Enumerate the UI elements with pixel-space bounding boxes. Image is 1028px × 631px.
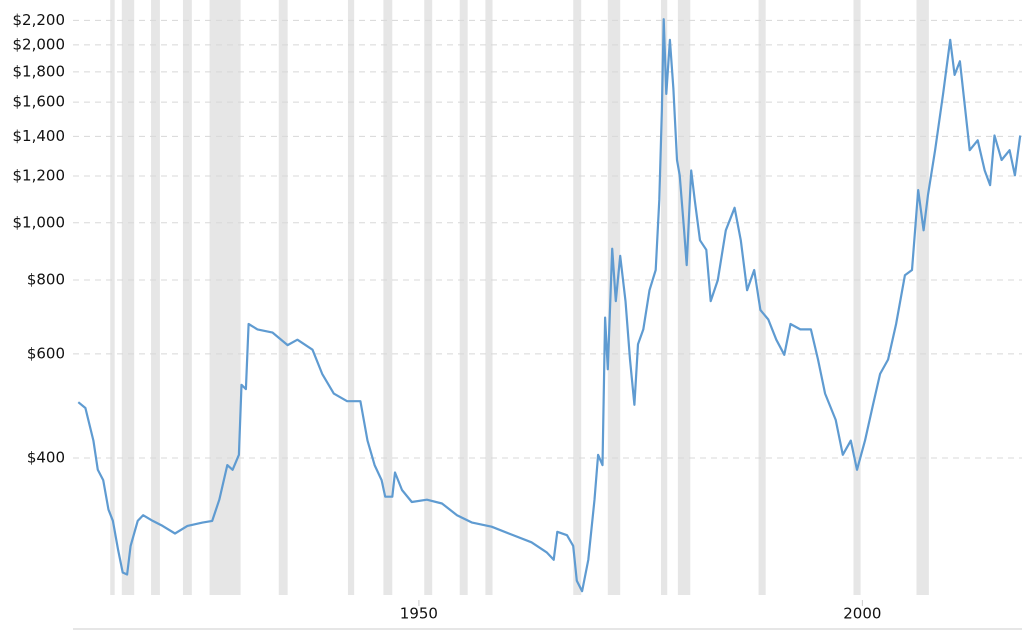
y-tick-label: $1,800 <box>13 62 66 80</box>
recession-band <box>661 0 668 595</box>
recession-band <box>459 0 468 595</box>
x-tick-label: 1950 <box>400 605 438 623</box>
recession-band <box>677 0 691 595</box>
recession-band <box>853 0 861 595</box>
recession-band <box>424 0 433 595</box>
recession-band <box>916 0 929 595</box>
y-tick-label: $400 <box>27 448 65 466</box>
y-tick-label: $1,200 <box>13 166 66 184</box>
recession-band <box>110 0 115 595</box>
recession-band <box>347 0 355 595</box>
recession-band <box>278 0 288 595</box>
y-tick-label: $800 <box>27 271 65 289</box>
recession-band <box>151 0 160 595</box>
y-tick-label: $2,200 <box>13 11 66 29</box>
recession-band <box>573 0 582 595</box>
recession-band <box>209 0 241 595</box>
recession-band <box>182 0 192 595</box>
y-tick-label: $1,000 <box>13 213 66 231</box>
y-tick-label: $600 <box>27 344 65 362</box>
price-line <box>77 18 1022 593</box>
recession-band <box>383 0 393 595</box>
recession-band <box>758 0 766 595</box>
recession-band <box>121 0 135 595</box>
recession-band <box>607 0 621 595</box>
y-tick-label: $2,000 <box>13 35 66 53</box>
x-tick-label: 2000 <box>843 605 881 623</box>
y-tick-label: $1,600 <box>13 93 66 111</box>
recession-band <box>485 0 493 595</box>
y-tick-label: $1,400 <box>13 127 66 145</box>
